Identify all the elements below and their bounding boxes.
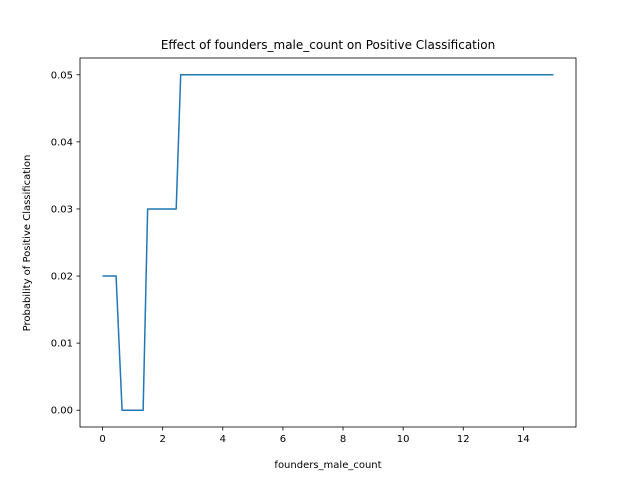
x-tick-label-7: 14 [517, 434, 530, 445]
series-line-0 [102, 74, 554, 411]
axes-frame [79, 57, 577, 428]
x-axis-label: founders_male_count [274, 460, 381, 471]
y-tick-label-2: 0.02 [51, 272, 73, 283]
chart-title: Effect of founders_male_count on Positiv… [161, 38, 495, 52]
y-tick-label-3: 0.03 [51, 204, 73, 215]
x-tick-label-3: 6 [280, 434, 286, 445]
plot-area: 0 2 4 6 8 10 12 14 0.00 0.01 0.02 0.03 0.04 0.05 [51, 57, 577, 445]
x-tick-label-6: 12 [457, 434, 470, 445]
x-tick-label-0: 0 [99, 434, 105, 445]
y-tick-label-1: 0.01 [51, 339, 73, 350]
x-tick-label-2: 4 [220, 434, 226, 445]
y-tick-label-4: 0.04 [51, 137, 73, 148]
y-tick-label-5: 0.05 [51, 70, 73, 81]
x-tick-label-4: 8 [340, 434, 346, 445]
x-tick-label-1: 2 [159, 434, 165, 445]
x-tick-label-5: 10 [397, 434, 410, 445]
y-axis-label: Probability of Positive Classification [22, 155, 33, 332]
y-tick-label-0: 0.00 [51, 406, 73, 417]
